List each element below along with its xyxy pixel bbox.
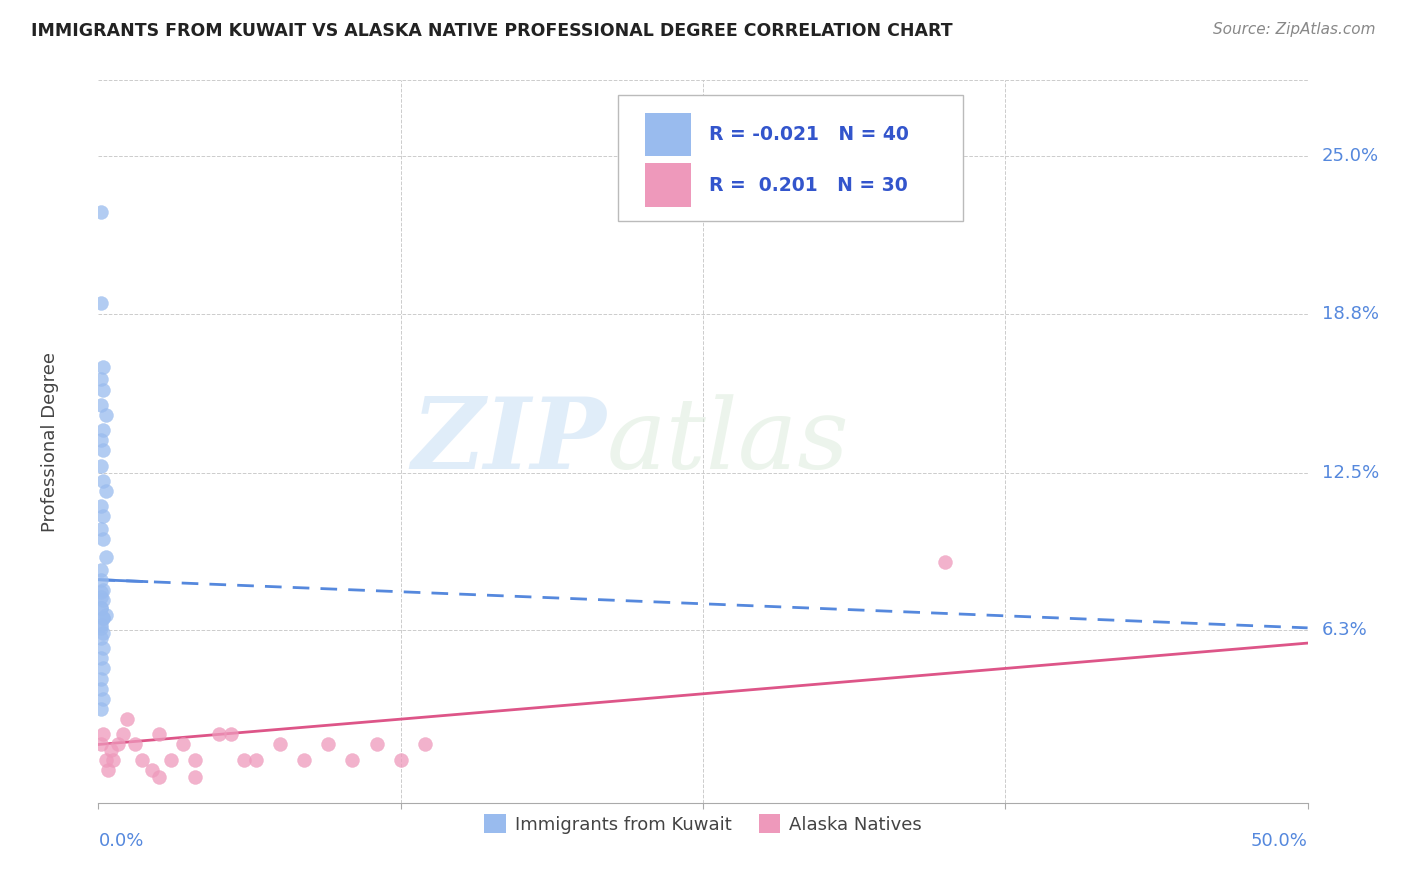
Text: atlas: atlas [606,394,849,489]
Point [90,672,112,686]
Text: Source: ZipAtlas.com: Source: ZipAtlas.com [1212,22,1375,37]
Point [111,727,134,741]
Legend: Immigrants from Kuwait, Alaska Natives: Immigrants from Kuwait, Alaska Natives [477,807,929,841]
Point [90,618,112,632]
Point [94,753,117,767]
Point [184,753,207,767]
Point [90,372,112,386]
Point [232,753,254,767]
Point [90,631,112,645]
Point [208,727,231,741]
Point [94,608,117,623]
Point [90,296,112,310]
Point [91,359,114,374]
Point [148,771,170,785]
FancyBboxPatch shape [619,95,963,221]
Point [90,458,112,473]
Point [91,423,114,437]
Point [245,753,267,767]
Point [148,727,170,741]
Point [91,661,114,675]
Point [90,563,112,577]
Point [131,753,153,767]
Point [90,434,112,448]
FancyBboxPatch shape [645,112,690,156]
Text: 25.0%: 25.0% [1322,147,1379,165]
Point [94,549,117,564]
Point [91,474,114,488]
Point [221,727,243,741]
Point [90,651,112,665]
Point [160,753,183,767]
Point [141,763,163,777]
Point [90,600,112,615]
Point [100,742,122,756]
Point [389,753,412,767]
Point [90,702,112,716]
Point [91,611,114,625]
Point [90,522,112,536]
Text: ZIP: ZIP [412,393,606,490]
Point [934,555,956,569]
Point [90,600,112,615]
Point [90,621,112,635]
Text: R = -0.021   N = 40: R = -0.021 N = 40 [709,125,908,144]
Point [90,591,112,605]
Point [91,509,114,524]
Point [90,681,112,696]
Point [90,585,112,599]
Point [90,499,112,513]
Point [184,771,207,785]
Text: Professional Degree: Professional Degree [41,351,59,532]
Point [117,712,139,726]
Point [94,408,117,422]
Point [342,753,364,767]
Point [91,593,114,607]
Point [97,763,120,777]
Text: IMMIGRANTS FROM KUWAIT VS ALASKA NATIVE PROFESSIONAL DEGREE CORRELATION CHART: IMMIGRANTS FROM KUWAIT VS ALASKA NATIVE … [31,22,952,40]
Text: 6.3%: 6.3% [1322,622,1368,640]
Point [91,611,114,625]
Text: R =  0.201   N = 30: R = 0.201 N = 30 [709,176,908,194]
Point [91,383,114,397]
Point [269,738,291,752]
FancyBboxPatch shape [645,163,690,207]
Point [91,727,114,741]
Point [172,738,194,752]
Point [413,738,436,752]
Point [91,641,114,656]
Point [91,532,114,546]
Point [292,753,315,767]
Point [91,443,114,458]
Point [107,738,129,752]
Point [91,626,114,640]
Point [94,483,117,498]
Point [91,691,114,706]
Point [366,738,388,752]
Point [316,738,339,752]
Point [90,738,112,752]
Point [91,582,114,597]
Text: 50.0%: 50.0% [1251,831,1308,850]
Text: 12.5%: 12.5% [1322,464,1379,483]
Point [101,753,124,767]
Point [124,738,146,752]
Text: 0.0%: 0.0% [98,831,143,850]
Point [90,398,112,412]
Text: 18.8%: 18.8% [1322,304,1379,323]
Point [90,205,112,219]
Point [90,573,112,587]
